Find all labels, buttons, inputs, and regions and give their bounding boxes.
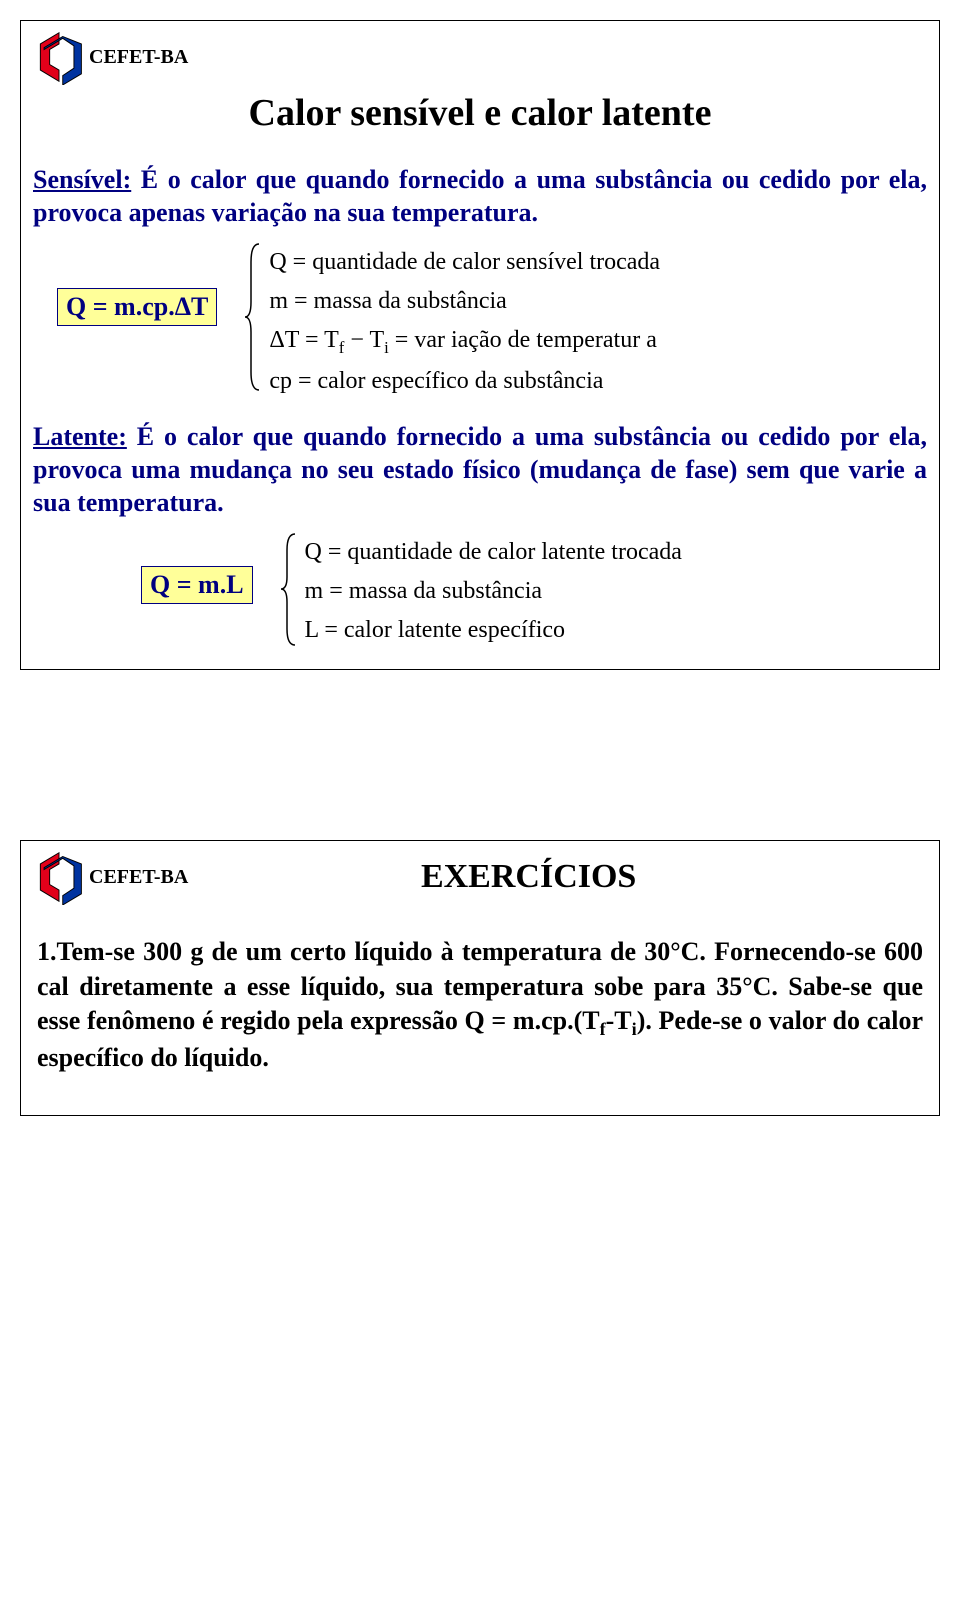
sensivel-line-dt: ΔT = Tf − Ti = var iação de temperatur a bbox=[269, 322, 660, 361]
definitions-panel: CEFET-BA Calor sensível e calor latente … bbox=[20, 20, 940, 670]
sensivel-line-q: Q = quantidade de calor sensível trocada bbox=[269, 244, 660, 281]
sensivel-label: Sensível: bbox=[33, 165, 131, 194]
cefet-logo-icon bbox=[31, 29, 87, 85]
sensivel-definition: Sensível: É o calor que quando fornecido… bbox=[21, 163, 939, 230]
header-row: CEFET-BA bbox=[21, 21, 939, 85]
sensivel-explain: Q = quantidade de calor sensível trocada… bbox=[263, 242, 660, 402]
sensivel-line-cp: cp = calor específico da substância bbox=[269, 363, 660, 400]
latente-brace-block: Q = quantidade de calor latente trocada … bbox=[279, 532, 682, 652]
exercises-panel: CEFET-BA EXERCÍCIOS 1.Tem-se 300 g de um… bbox=[20, 840, 940, 1116]
latente-label: Latente: bbox=[33, 422, 127, 451]
panel2-title: EXERCÍCIOS bbox=[128, 858, 929, 896]
header-row-2: CEFET-BA EXERCÍCIOS bbox=[21, 841, 939, 905]
latente-line-q: Q = quantidade de calor latente trocada bbox=[305, 534, 682, 571]
panel1-title: Calor sensível e calor latente bbox=[21, 91, 939, 135]
cefet-logo-icon bbox=[31, 849, 87, 905]
latente-line-m: m = massa da substância bbox=[305, 573, 682, 610]
exercise-1: 1.Tem-se 300 g de um certo líquido à tem… bbox=[21, 905, 939, 1115]
sensivel-formula-row: Q = m.cp.ΔT Q = quantidade de calor sens… bbox=[21, 236, 939, 420]
latente-definition: Latente: É o calor que quando fornecido … bbox=[21, 420, 939, 520]
left-brace-icon bbox=[243, 242, 263, 392]
latente-formula: Q = m.L bbox=[141, 566, 253, 604]
sensivel-brace-block: Q = quantidade de calor sensível trocada… bbox=[243, 242, 660, 402]
latente-text: É o calor que quando fornecido a uma sub… bbox=[33, 422, 927, 518]
latente-explain: Q = quantidade de calor latente trocada … bbox=[299, 532, 682, 652]
sensivel-formula: Q = m.cp.ΔT bbox=[57, 288, 217, 326]
latente-line-l: L = calor latente específico bbox=[305, 612, 682, 649]
logo-text: CEFET-BA bbox=[89, 46, 188, 69]
left-brace-icon bbox=[279, 532, 299, 647]
latente-formula-row: Q = m.L Q = quantidade de calor latente … bbox=[21, 526, 939, 670]
sensivel-line-m: m = massa da substância bbox=[269, 283, 660, 320]
sensivel-text: É o calor que quando fornecido a uma sub… bbox=[33, 165, 927, 227]
